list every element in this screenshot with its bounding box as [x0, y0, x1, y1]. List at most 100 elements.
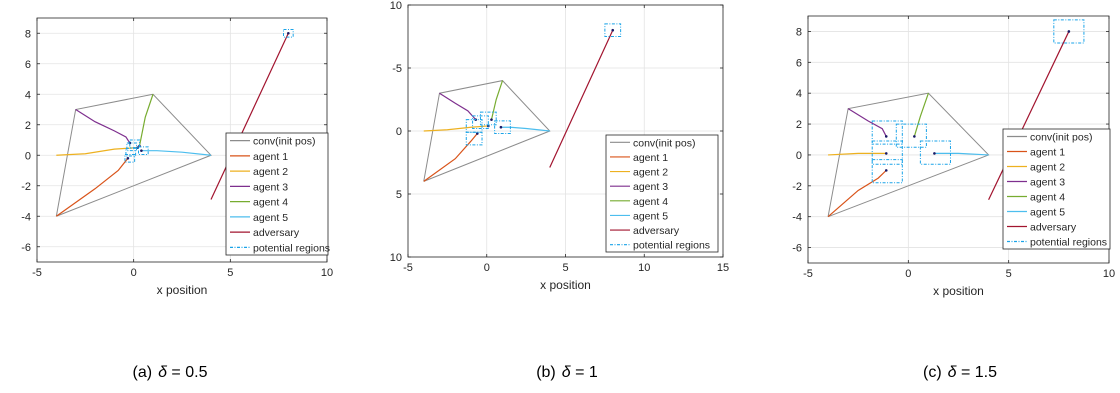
subfigure-caption: (c) δ = 1.5	[923, 364, 997, 381]
agent3-trajectory	[847, 108, 887, 137]
y-tick-label: -6	[792, 243, 802, 255]
potential-region-box	[895, 123, 927, 148]
potential-region-box	[124, 153, 136, 163]
agent2-trajectory	[828, 152, 887, 156]
adversary-end-point	[287, 31, 290, 35]
legend-label-agent1: agent 1	[633, 152, 668, 164]
x-tick-label: 10	[638, 262, 650, 274]
chart-panel-1: -5 0 5 10 -6 -4 -2 0 2 4 6 8 x position conv(init pos…	[21, 17, 333, 381]
x-tick-label: 10	[1103, 268, 1115, 280]
potential-region-box	[129, 139, 140, 149]
x-tick-label: 15	[717, 262, 729, 274]
potential-region-box	[472, 115, 489, 129]
y-tick-label: 8	[25, 28, 31, 40]
caption-value: = 1	[571, 364, 598, 381]
legend-label-agent5: agent 5	[253, 212, 288, 224]
legend-label-conv: conv(init pos)	[1030, 132, 1092, 144]
agent4-trajectory	[138, 94, 154, 147]
potential-region-box	[125, 147, 137, 157]
y-tick-label: -5	[392, 63, 402, 75]
potential-region-box	[871, 140, 903, 165]
legend-label-regions: potential regions	[253, 242, 330, 254]
agent4-end-point	[490, 118, 493, 121]
legend-label-agent4: agent 4	[1030, 192, 1065, 204]
agent5-end-point	[499, 125, 503, 129]
y-tick-label: 2	[25, 120, 31, 132]
x-tick-label: 0	[131, 267, 137, 279]
y-tick-label: 10	[390, 252, 402, 264]
legend: conv(init pos) agent 1 agent 2 agent 3 agen…	[225, 132, 330, 256]
agent1-trajectory	[827, 169, 887, 218]
potential-region-box	[465, 119, 483, 133]
caption-value: = 0.5	[167, 364, 208, 381]
y-tick-label: 6	[25, 59, 31, 71]
agent3-trajectory	[439, 92, 477, 121]
caption-value: = 1.5	[957, 364, 998, 381]
x-tick-label: -5	[803, 268, 813, 280]
potential-region-box	[919, 140, 951, 165]
x-tick-label: 0	[905, 268, 911, 280]
agent5-end-point	[140, 149, 143, 152]
adversary-trajectory	[549, 29, 614, 168]
x-tick-label: 0	[484, 262, 490, 274]
legend-label-adversary: adversary	[633, 225, 680, 237]
legend-label-agent1: agent 1	[253, 151, 288, 163]
legend-label-conv: conv(init pos)	[253, 136, 315, 148]
plot-area	[423, 23, 622, 182]
y-tick-label: 6	[796, 57, 802, 69]
legend-label-agent3: agent 3	[1030, 177, 1065, 189]
agent4-end-point	[913, 135, 916, 138]
agent4-trajectory	[490, 80, 504, 120]
x-tick-label: -5	[403, 262, 413, 274]
legend-label-agent4: agent 4	[633, 196, 668, 208]
legend-label-agent3: agent 3	[253, 181, 288, 193]
y-tick-label: -2	[21, 181, 31, 193]
caption-delta: δ	[158, 364, 168, 381]
potential-region-box	[479, 111, 497, 126]
plot-area	[827, 19, 1085, 218]
legend-box	[1002, 128, 1111, 250]
legend-label-agent4: agent 4	[253, 197, 288, 209]
legend-box	[605, 134, 719, 253]
legend-label-agent3: agent 3	[633, 181, 668, 193]
x-tick-label: 5	[1006, 268, 1012, 280]
agent3-trajectory	[75, 108, 131, 144]
agent1-trajectory	[423, 133, 478, 182]
agent5-trajectory	[500, 126, 550, 132]
agent2-end-point	[884, 152, 888, 155]
legend-label-agent2: agent 2	[1030, 162, 1065, 174]
legend-label-adversary: adversary	[1030, 222, 1077, 234]
chart-panel-3: -5 0 5 10 -6 -4 -2 0 2 4 6 8 x position conv(init pos…	[792, 15, 1115, 381]
caption-prefix: (b)	[536, 364, 556, 381]
legend: conv(init pos) agent 1 agent 2 agent 3 agen…	[605, 134, 719, 253]
y-tick-label: 2	[796, 119, 802, 131]
potential-region-box	[1053, 19, 1085, 44]
legend-label-agent5: agent 5	[633, 210, 668, 222]
legend-label-agent2: agent 2	[253, 166, 288, 178]
plot-area	[55, 28, 294, 217]
caption-delta: δ	[948, 364, 958, 381]
potential-region-box	[126, 142, 138, 152]
x-axis-label: x position	[540, 278, 591, 292]
y-tick-label: -2	[792, 181, 802, 193]
potential-region-box	[871, 120, 903, 145]
agent3-end-point	[884, 135, 888, 138]
potential-region-box	[604, 23, 622, 37]
adversary-trajectory	[988, 31, 1070, 200]
y-tick-label: 5	[396, 189, 402, 201]
legend: conv(init pos) agent 1 agent 2 agent 3 agen…	[1002, 128, 1111, 250]
subfigure-caption: (a) δ = 0.5	[133, 364, 208, 381]
legend-box	[225, 132, 329, 256]
x-axis-label: x position	[157, 283, 208, 297]
agent5-trajectory	[141, 150, 212, 156]
y-tick-label: -4	[21, 211, 31, 223]
legend-label-agent5: agent 5	[1030, 207, 1065, 219]
agent4-trajectory	[913, 92, 929, 137]
legend-label-agent1: agent 1	[1030, 147, 1065, 159]
potential-region-box	[494, 120, 511, 135]
x-tick-label: 5	[227, 267, 233, 279]
adversary-end-point	[611, 28, 615, 32]
y-tick-label: -4	[792, 212, 802, 224]
x-tick-label: 5	[562, 262, 568, 274]
